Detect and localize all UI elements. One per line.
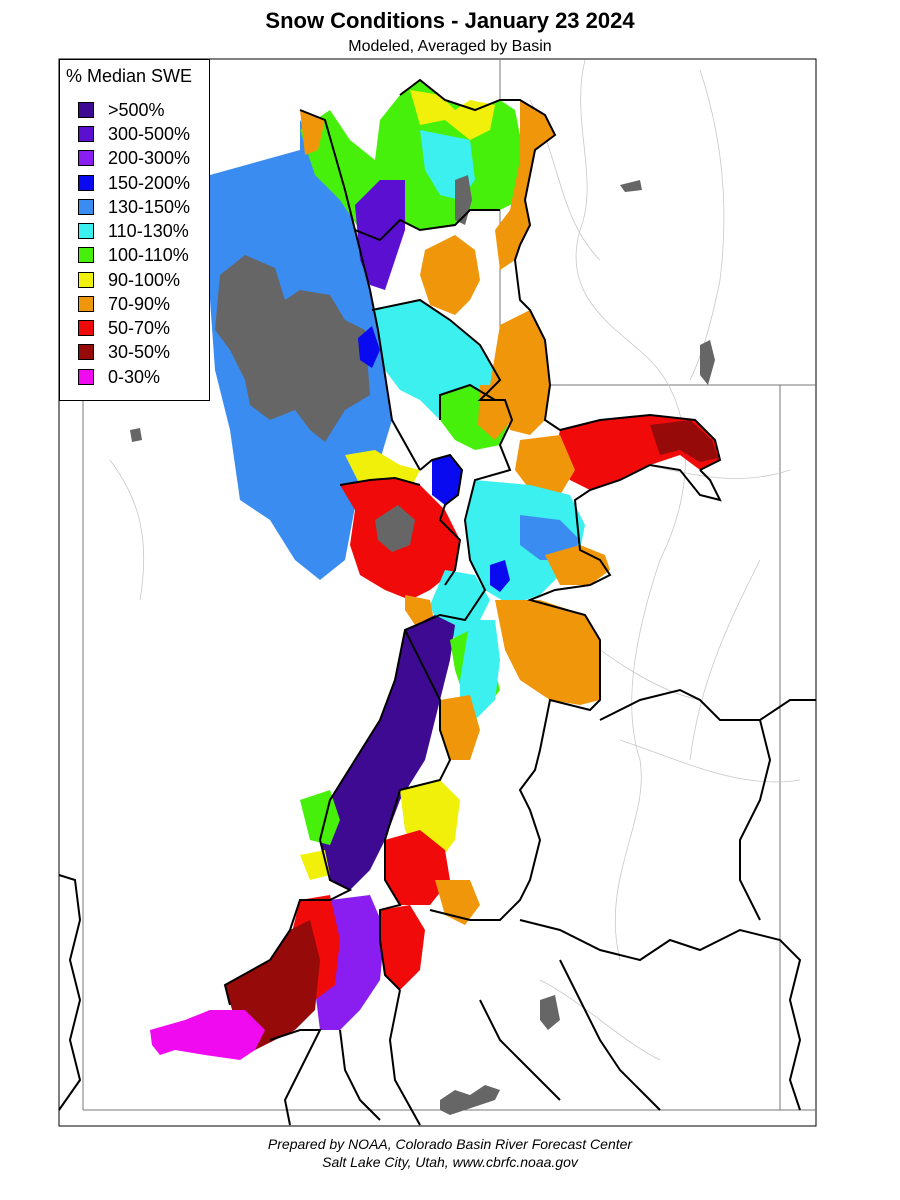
great-salt-lake <box>215 255 370 442</box>
legend-item: 150-200% <box>78 172 190 194</box>
tributary-5 <box>689 559 761 761</box>
legend-label: 130-150% <box>108 196 191 217</box>
legend-item: 70-90% <box>78 293 170 315</box>
footer-line-2: Salt Lake City, Utah, www.cbrfc.noaa.gov <box>322 1154 578 1170</box>
basin-90-100-north <box>410 90 495 140</box>
legend-label: 30-50% <box>108 341 171 362</box>
basin-70-90-uinta <box>515 435 575 495</box>
basin-70-90-southeast <box>545 545 610 585</box>
colorado-river <box>619 739 801 783</box>
basin-90-100-southwest <box>300 850 330 880</box>
legend-swatch <box>78 369 94 385</box>
legend-item: >500% <box>78 99 165 121</box>
inner-basin-b <box>439 383 496 420</box>
basin-70-90-north <box>300 110 325 155</box>
legend-swatch <box>78 296 94 312</box>
legend-label: 0-30% <box>108 366 161 387</box>
legend-item: 90-100% <box>78 269 180 291</box>
legend: % Median SWE >500% 300-500% 200-300% 150… <box>59 59 210 401</box>
basin-0-30-south <box>150 1010 265 1060</box>
basin-outlines <box>58 78 816 1126</box>
legend-swatch <box>78 150 94 166</box>
north-basin-outline <box>299 78 722 471</box>
basin-70-90-weber <box>478 385 512 440</box>
legend-swatch <box>78 272 94 288</box>
basin-fills <box>150 80 720 1060</box>
legend-item: 0-30% <box>78 366 160 388</box>
legend-swatch <box>78 223 94 239</box>
south-outline-1 <box>269 1029 322 1126</box>
legend-title: % Median SWE <box>66 66 193 86</box>
legend-label: 100-110% <box>108 244 189 265</box>
legend-label: 70-90% <box>108 293 171 314</box>
east-basin-outline <box>429 463 722 921</box>
legend-swatch <box>78 102 94 118</box>
east-river-outline-5 <box>479 999 561 1101</box>
basin-150-200-west <box>358 326 380 368</box>
east-river-outline-4 <box>559 959 661 1111</box>
central-basin-outline <box>223 298 514 1006</box>
legend-item: 30-50% <box>78 341 170 363</box>
legend-swatch <box>78 175 94 191</box>
reservoir-se <box>540 995 560 1030</box>
legend-swatch <box>78 247 94 263</box>
basin-70-90-bear <box>420 235 480 315</box>
legend-label: >500% <box>108 99 165 120</box>
west-outline <box>58 874 82 1111</box>
legend-item: 50-70% <box>78 317 170 339</box>
basin-30-50-uinta <box>650 420 718 462</box>
map-title: Snow Conditions - January 23 2024 <box>265 8 635 33</box>
legend-swatch <box>78 199 94 215</box>
basin-130-150-east <box>520 515 580 560</box>
legend-item: 110-130% <box>78 220 189 242</box>
reservoir-small-1 <box>620 180 642 192</box>
basin-300-500-sevier <box>320 615 455 890</box>
legend-item: 100-110% <box>78 244 189 266</box>
basin-70-90-central-east <box>490 310 550 435</box>
legend-item: 200-300% <box>78 147 190 169</box>
reservoirs <box>130 180 715 1115</box>
inner-basin-a <box>419 453 464 586</box>
south-outline-2 <box>339 1029 381 1121</box>
legend-item: 300-500% <box>78 123 190 145</box>
east-river-outline-3 <box>739 719 772 921</box>
map-subtitle: Modeled, Averaged by Basin <box>348 38 552 55</box>
lake-powell <box>440 1085 500 1115</box>
legend-label: 110-130% <box>108 220 189 241</box>
basin-70-90-sevier <box>440 695 480 760</box>
flaming-gorge <box>700 340 715 385</box>
inner-basin-e <box>354 209 500 242</box>
legend-swatch <box>78 344 94 360</box>
tributary-7 <box>539 979 661 1061</box>
basin-70-90-east-south <box>495 600 600 705</box>
legend-label: 300-500% <box>108 123 191 144</box>
legend-label: 50-70% <box>108 317 171 338</box>
east-river-outline-1 <box>519 919 802 1111</box>
legend-swatch <box>78 320 94 336</box>
basin-300-500-north <box>355 180 405 290</box>
utah-lake <box>375 505 415 552</box>
basin-150-200-central <box>432 455 462 505</box>
footer-line-1: Prepared by NOAA, Colorado Basin River F… <box>267 1136 633 1152</box>
basin-70-90-south-central <box>405 595 435 625</box>
east-river-outline-2 <box>599 688 816 721</box>
inner-basin-c <box>379 629 452 991</box>
inner-basin-d <box>339 476 421 486</box>
basin-150-200-south <box>490 560 510 592</box>
legend-label: 90-100% <box>108 269 181 290</box>
basin-70-90-north-east <box>495 100 555 270</box>
basin-50-70-south-b <box>380 905 425 990</box>
legend-label: 200-300% <box>108 147 191 168</box>
reservoir-small-2 <box>130 428 142 442</box>
south-outline-3 <box>388 989 421 1126</box>
basin-50-70-sevier-east <box>385 830 450 905</box>
legend-item: 130-150% <box>78 196 190 218</box>
tributary-6 <box>109 459 145 601</box>
legend-swatch <box>78 126 94 142</box>
legend-label: 150-200% <box>108 172 191 193</box>
